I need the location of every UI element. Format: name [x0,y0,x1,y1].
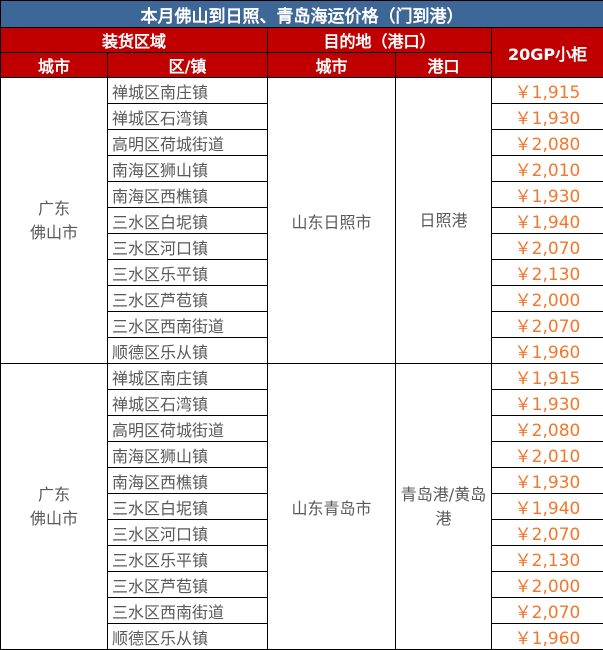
price-20gp: ￥2,010 [492,156,603,182]
district-town: 三水区乐平镇 [108,260,268,286]
table-row: 广东 佛山市禅城区南庄镇山东青岛市青岛港/黄岛港￥1,915 [1,364,603,390]
price-20gp: ￥1,960 [492,624,603,650]
header-loading-area: 装货区域 [1,28,268,53]
header-port: 港口 [396,53,492,78]
header-district: 区/镇 [108,53,268,78]
district-town: 三水区白坭镇 [108,494,268,520]
district-town: 三水区河口镇 [108,234,268,260]
port: 青岛港/黄岛港 [396,364,492,650]
district-town: 南海区狮山镇 [108,156,268,182]
district-town: 顺德区乐从镇 [108,624,268,650]
price-20gp: ￥2,130 [492,260,603,286]
price-20gp: ￥1,930 [492,104,603,130]
district-town: 顺德区乐从镇 [108,338,268,364]
header-dest-city: 城市 [268,53,396,78]
district-town: 禅城区南庄镇 [108,364,268,390]
origin-city: 广东 佛山市 [1,78,108,364]
district-town: 高明区荷城街道 [108,130,268,156]
price-20gp: ￥1,915 [492,364,603,390]
header-price: 20GP小柜 [492,28,603,78]
port: 日照港 [396,78,492,364]
price-20gp: ￥2,080 [492,416,603,442]
district-town: 禅城区石湾镇 [108,104,268,130]
price-20gp: ￥1,930 [492,468,603,494]
district-town: 三水区芦苞镇 [108,572,268,598]
district-town: 禅城区南庄镇 [108,78,268,104]
price-20gp: ￥2,080 [492,130,603,156]
district-town: 禅城区石湾镇 [108,390,268,416]
price-20gp: ￥2,070 [492,234,603,260]
district-town: 三水区西南街道 [108,598,268,624]
price-20gp: ￥2,070 [492,598,603,624]
district-town: 三水区乐平镇 [108,546,268,572]
district-town: 南海区西樵镇 [108,182,268,208]
district-town: 三水区白坭镇 [108,208,268,234]
price-20gp: ￥1,940 [492,208,603,234]
price-20gp: ￥1,930 [492,182,603,208]
price-20gp: ￥1,930 [492,390,603,416]
destination-city: 山东日照市 [268,78,396,364]
district-town: 三水区西南街道 [108,312,268,338]
district-town: 南海区狮山镇 [108,442,268,468]
header-city: 城市 [1,53,108,78]
district-town: 三水区河口镇 [108,520,268,546]
header-destination: 目的地（港口） [268,28,492,53]
origin-city: 广东 佛山市 [1,364,108,650]
district-town: 南海区西樵镇 [108,468,268,494]
table-row: 广东 佛山市禅城区南庄镇山东日照市日照港￥1,915 [1,78,603,104]
destination-city: 山东青岛市 [268,364,396,650]
price-20gp: ￥2,000 [492,572,603,598]
price-20gp: ￥1,960 [492,338,603,364]
price-20gp: ￥1,940 [492,494,603,520]
table-title: 本月佛山到日照、青岛海运价格（门到港） [1,1,603,28]
price-20gp: ￥2,130 [492,546,603,572]
district-town: 高明区荷城街道 [108,416,268,442]
price-20gp: ￥1,915 [492,78,603,104]
price-20gp: ￥2,010 [492,442,603,468]
price-20gp: ￥2,000 [492,286,603,312]
price-20gp: ￥2,070 [492,312,603,338]
price-20gp: ￥2,070 [492,520,603,546]
district-town: 三水区芦苞镇 [108,286,268,312]
